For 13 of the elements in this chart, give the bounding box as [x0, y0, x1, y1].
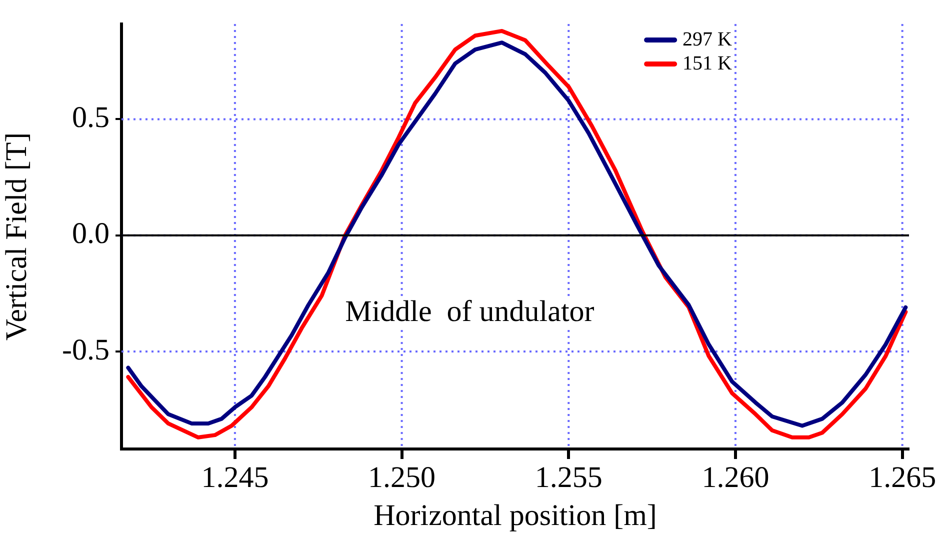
x-axis-title: Horizontal position [m]: [374, 498, 657, 532]
x-tick-label: 1.260: [702, 460, 770, 494]
x-tick-label: 1.255: [534, 460, 602, 494]
y-tick-label: 0.5: [72, 101, 110, 134]
x-tick-label: 1.245: [201, 460, 269, 494]
x-tick-label: 1.265: [868, 460, 936, 494]
x-tick-label: 1.250: [368, 460, 436, 494]
y-tick-label: 0.0: [72, 217, 110, 250]
annotation: Middle of undulator: [345, 294, 594, 328]
legend-label: 151 K: [682, 52, 733, 74]
legend-label: 297 K: [682, 28, 733, 50]
y-tick-label: -0.5: [62, 333, 110, 366]
y-axis-title: Vertical Field [T]: [0, 132, 33, 341]
